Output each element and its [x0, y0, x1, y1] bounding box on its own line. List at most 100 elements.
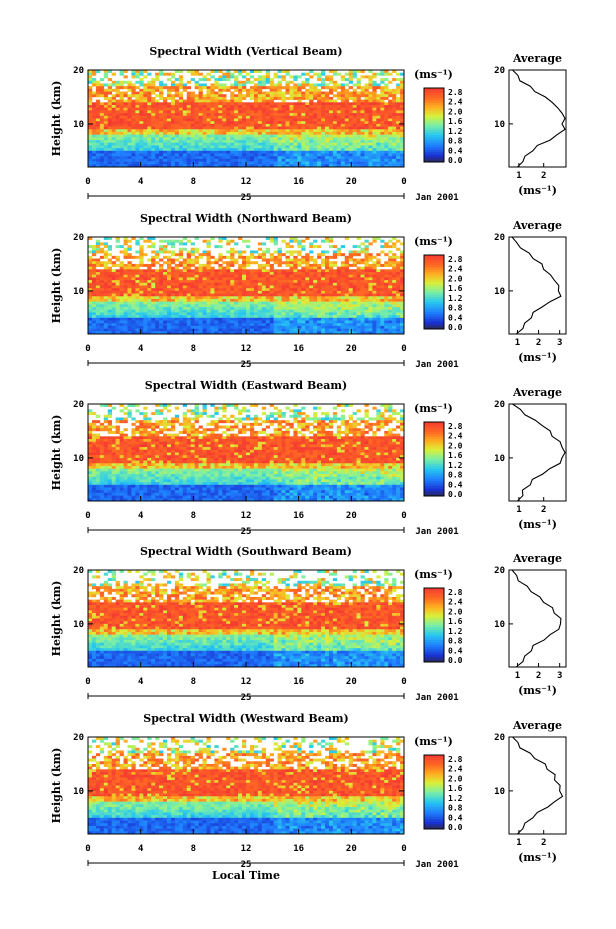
heatmap-cell — [257, 164, 263, 168]
heatmap-cell — [88, 164, 93, 168]
heatmap-cell — [111, 296, 116, 300]
heatmap-cell — [253, 110, 259, 114]
heatmap-cell — [396, 307, 401, 311]
heatmap-cell — [400, 280, 405, 284]
heatmap-cell — [384, 277, 389, 281]
heatmap-cell — [119, 148, 124, 152]
heatmap-cell — [348, 325, 353, 329]
heatmap-cell — [131, 328, 136, 332]
heatmap-cell — [400, 107, 405, 111]
heatmap-cell — [163, 315, 168, 319]
heatmap-cell — [135, 123, 140, 127]
heatmap-cell — [95, 309, 101, 313]
heatmap-cell — [257, 298, 263, 302]
heatmap-cell — [305, 140, 310, 144]
heatmap-cell — [293, 131, 298, 135]
heatmap-cell — [167, 86, 172, 90]
heatmap-cell — [230, 105, 235, 109]
heatmap-cell — [198, 83, 203, 87]
heatmap-cell — [340, 83, 346, 87]
heatmap-cell — [214, 161, 219, 165]
heatmap-cell — [281, 315, 286, 319]
heatmap-cell — [313, 110, 318, 114]
heatmap-cell — [214, 110, 219, 114]
heatmap-cell — [400, 312, 405, 316]
heatmap-cell — [127, 110, 132, 114]
heatmap-cell — [356, 110, 361, 114]
heatmap-cell — [328, 129, 334, 133]
heatmap-cell — [297, 280, 302, 284]
heatmap-cell — [198, 121, 203, 125]
heatmap-cell — [281, 142, 286, 146]
heatmap-cell — [123, 140, 128, 144]
heatmap-cell — [95, 102, 101, 106]
heatmap-cell — [163, 118, 168, 122]
heatmap-cell — [246, 153, 251, 157]
heatmap-cell — [332, 99, 338, 103]
heatmap-cell — [309, 298, 314, 302]
heatmap-cell — [119, 301, 124, 305]
heatmap-cell — [182, 115, 188, 119]
heatmap-cell — [103, 113, 109, 117]
heatmap-cell — [163, 317, 168, 321]
heatmap-cell — [198, 94, 203, 98]
heatmap-cell — [301, 239, 306, 243]
heatmap-cell — [103, 282, 109, 286]
heatmap-cell — [186, 118, 191, 122]
heatmap-cell — [352, 288, 357, 292]
heatmap-cell — [103, 134, 109, 138]
heatmap-cell — [360, 272, 365, 276]
heatmap-cell — [313, 123, 318, 127]
heatmap-cell — [218, 255, 223, 259]
heatmap-cell — [139, 293, 144, 297]
heatmap-cell — [332, 137, 338, 141]
heatmap-cell — [380, 121, 385, 125]
heatmap-cell — [257, 293, 263, 297]
heatmap-cell — [281, 115, 286, 119]
heatmap-cell — [163, 110, 168, 114]
heatmap-cell — [297, 115, 302, 119]
heatmap-cell — [226, 70, 231, 73]
heatmap-cell — [332, 113, 338, 117]
heatmap-cell — [198, 158, 203, 162]
heatmap-cell — [356, 288, 361, 292]
heatmap-cell — [198, 129, 203, 133]
heatmap-cell — [277, 301, 282, 305]
heatmap-cell — [317, 110, 322, 114]
heatmap-cell — [88, 70, 93, 73]
heatmap-cell — [261, 107, 267, 111]
heatmap-cell — [91, 83, 97, 87]
heatmap-cell — [242, 131, 247, 135]
heatmap-cell — [115, 280, 120, 284]
heatmap-cell — [289, 293, 294, 297]
heatmap-cell — [253, 290, 259, 294]
heatmap-cell — [167, 288, 172, 292]
heatmap-cell — [151, 118, 156, 122]
heatmap-cell — [135, 263, 140, 267]
heatmap-cell — [384, 107, 389, 111]
heatmap-cell — [111, 325, 116, 329]
heatmap-cell — [167, 134, 172, 138]
heatmap-cell — [396, 285, 401, 289]
heatmap-cell — [376, 317, 381, 321]
heatmap-cell — [277, 70, 282, 73]
heatmap-cell — [364, 301, 369, 305]
heatmap-cell — [139, 126, 144, 130]
heatmap-cell — [309, 126, 314, 130]
heatmap-cell — [317, 253, 322, 257]
heatmap-cell — [253, 105, 259, 109]
heatmap-cell — [135, 290, 140, 294]
heatmap-cell — [111, 288, 116, 292]
heatmap-cell — [273, 317, 278, 321]
heatmap-cell — [368, 75, 373, 79]
heatmap-cell — [356, 315, 361, 319]
heatmap-cell — [190, 142, 195, 146]
heatmap-cell — [214, 296, 219, 300]
heatmap-cell — [348, 94, 353, 98]
heatmap-cell — [139, 250, 144, 254]
heatmap-cell — [194, 156, 199, 160]
heatmap-cell — [234, 137, 239, 141]
heatmap-cell — [226, 239, 231, 243]
heatmap-cell — [91, 161, 97, 165]
